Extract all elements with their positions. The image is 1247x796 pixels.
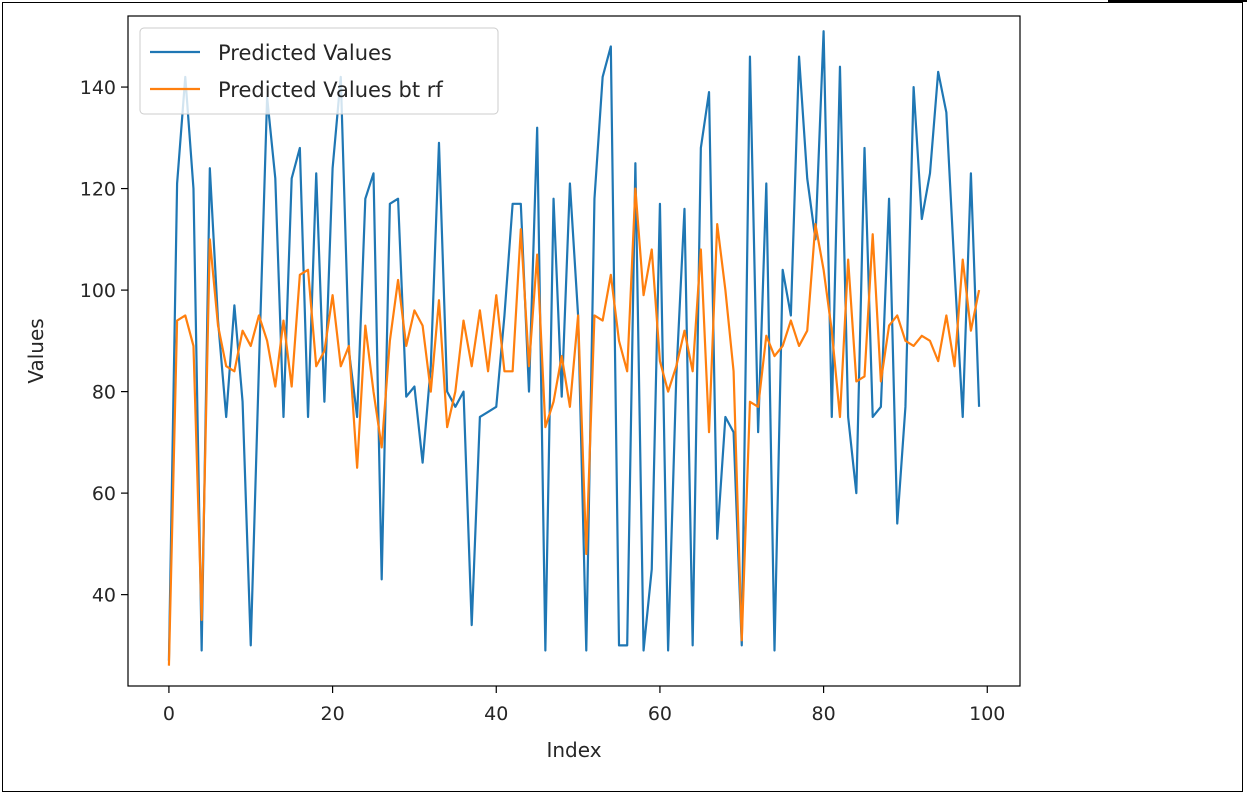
y-tick-label: 120 (80, 179, 116, 201)
y-tick-label: 60 (92, 483, 116, 505)
x-tick-label: 60 (648, 703, 672, 725)
y-tick-label: 140 (80, 77, 116, 99)
x-tick-label: 0 (163, 703, 175, 725)
x-tick-label: 80 (812, 703, 836, 725)
top-edge-line (1108, 0, 1247, 2)
legend: Predicted Values Predicted Values bt rf (139, 27, 499, 115)
y-tick-label: 80 (92, 382, 116, 404)
series-line-predicted-values-bt-rf (167, 187, 981, 666)
x-tick-label: 20 (320, 703, 344, 725)
x-tick-label: 40 (484, 703, 508, 725)
plot-area-border (127, 15, 1021, 687)
series-lines (167, 30, 981, 666)
y-tick-label: 40 (92, 585, 116, 607)
legend-label-predicted-values-bt-rf: Predicted Values bt rf (218, 78, 443, 102)
legend-label-predicted-values: Predicted Values (218, 41, 392, 65)
x-tick-label: 100 (969, 703, 1005, 725)
y-tick-label: 100 (80, 280, 116, 302)
y-axis-label: Values (24, 318, 48, 383)
x-axis-ticks: 0 20 40 60 80 100 (163, 686, 1005, 725)
legend-box (139, 27, 499, 115)
series-line-predicted-values (167, 30, 981, 661)
x-axis-label: Index (546, 738, 601, 762)
y-axis-ticks: 40 60 80 100 120 140 (80, 77, 128, 607)
